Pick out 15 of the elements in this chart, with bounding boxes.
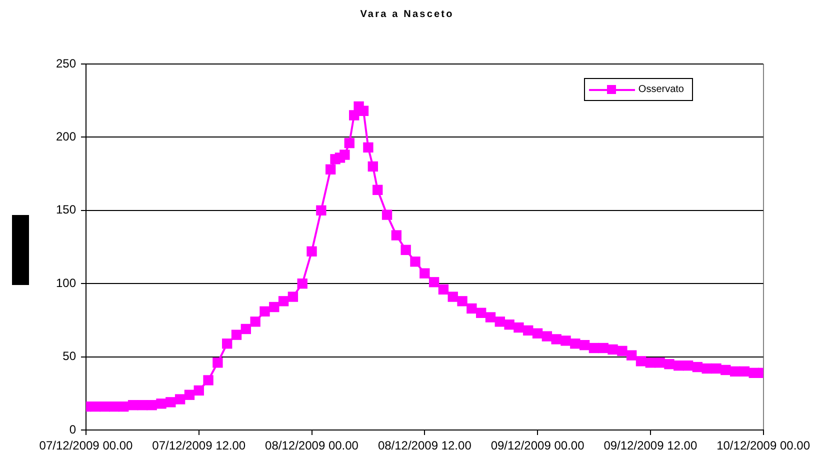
y-tick-label: 150 xyxy=(56,202,76,217)
chart-title: Vara a Nasceto xyxy=(359,9,455,20)
x-tick-label: 09/12/2009 12.00 xyxy=(604,438,698,453)
x-tick-label: 09/12/2009 00.00 xyxy=(490,438,585,453)
y-tick-label: 50 xyxy=(62,349,76,364)
y-tick-label: 200 xyxy=(56,130,76,144)
y-tick-label: 250 xyxy=(56,56,76,70)
y-tick-label: 100 xyxy=(56,276,76,290)
x-tick-label: 07/12/2009 00.00 xyxy=(39,438,134,453)
x-tick-label: 07/12/2009 12.00 xyxy=(152,438,246,453)
y-tick-label: 0 xyxy=(69,422,76,436)
x-tick-label: 08/12/2009 00.00 xyxy=(265,438,359,453)
x-tick-label: 08/12/2009 12.00 xyxy=(378,438,472,453)
x-tick-label: 10/12/2009 00.00 xyxy=(716,438,810,453)
legend-label: Osservato xyxy=(638,83,684,96)
